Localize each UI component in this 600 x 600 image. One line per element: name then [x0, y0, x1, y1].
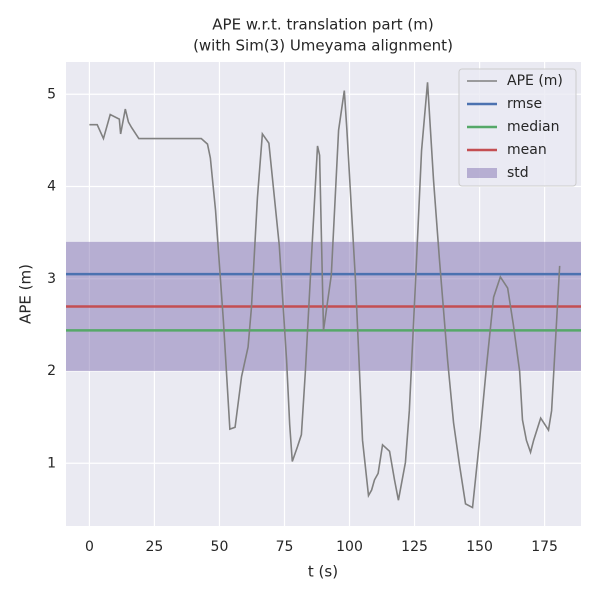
- y-tick-label: 1: [47, 455, 56, 471]
- x-tick-label: 75: [276, 539, 294, 555]
- legend: APE (m) rmse median mean std: [458, 68, 577, 187]
- y-axis-label: APE (m): [17, 264, 35, 324]
- x-tick-label: 0: [85, 539, 94, 555]
- legend-label: median: [507, 119, 559, 135]
- y-tick-label: 4: [47, 179, 56, 195]
- y-tick-label: 5: [47, 86, 56, 102]
- data-line: [89, 82, 561, 509]
- x-tick-label: 100: [336, 539, 363, 555]
- x-axis-label: t (s): [308, 563, 338, 581]
- y-tick-label: 2: [47, 363, 56, 379]
- marks: [66, 82, 581, 509]
- chart-title: APE w.r.t. translation part (m): [212, 16, 433, 34]
- x-tick-label: 150: [466, 539, 493, 555]
- x-tick-label: 125: [401, 539, 428, 555]
- x-tick-label: 25: [146, 539, 164, 555]
- legend-box: [458, 68, 577, 187]
- x-tick-label: 50: [211, 539, 229, 555]
- x-tick-label: 175: [531, 539, 558, 555]
- y-tick-label: 3: [47, 271, 56, 287]
- legend-label: mean: [507, 142, 547, 158]
- legend-label: APE (m): [507, 73, 563, 89]
- legend-label: std: [507, 165, 529, 181]
- legend-swatch: [467, 168, 497, 178]
- legend-label: rmse: [507, 96, 542, 112]
- chart-subtitle: (with Sim(3) Umeyama alignment): [193, 37, 453, 55]
